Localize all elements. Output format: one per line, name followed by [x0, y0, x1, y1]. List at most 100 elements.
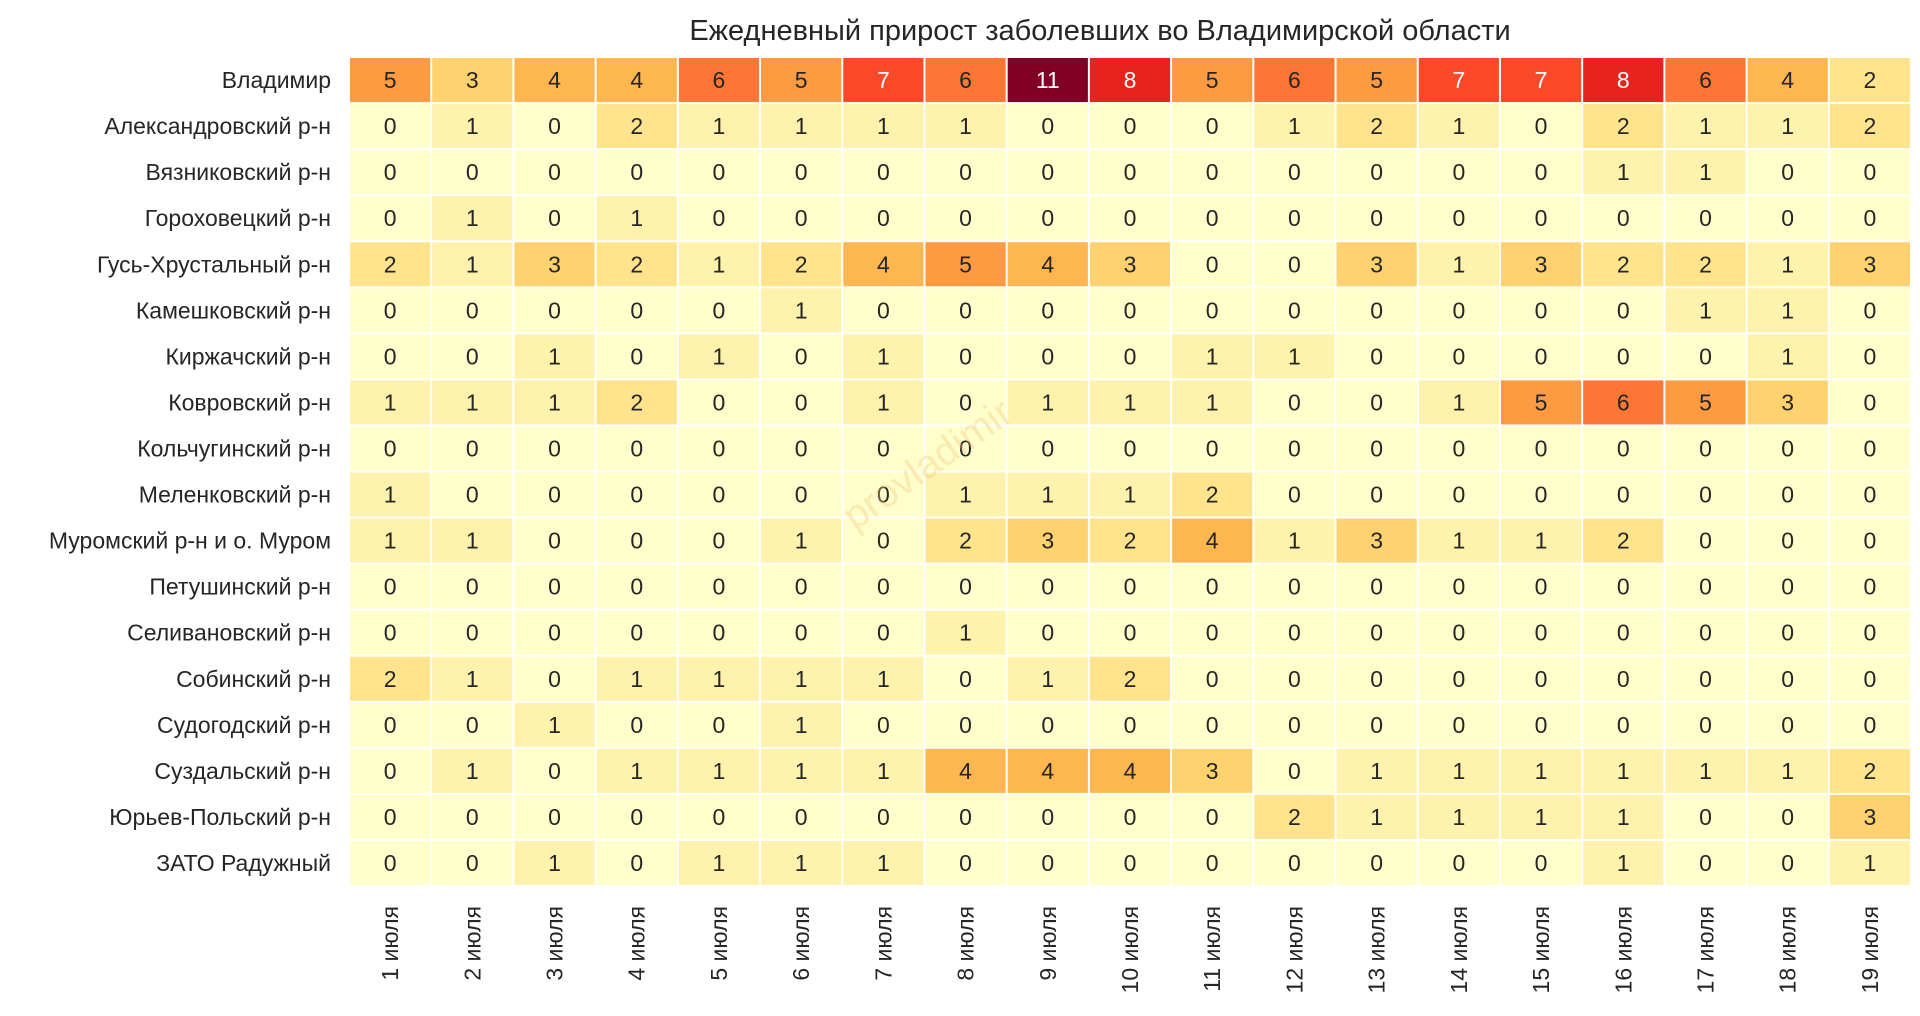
- cell-value-label: 1: [959, 620, 972, 646]
- heatmap-cell: [925, 794, 1006, 839]
- cell-value-label: 0: [1206, 251, 1219, 277]
- cell-value-label: 0: [1781, 620, 1794, 646]
- cell-value-label: 0: [1863, 159, 1876, 185]
- column-label: 1 июля: [377, 906, 403, 981]
- cell-value-label: 0: [1863, 297, 1876, 323]
- cell-value-label: 0: [630, 435, 643, 461]
- row-label: Александровский р-н: [104, 113, 331, 139]
- row-label: Гороховецкий р-н: [145, 205, 331, 231]
- cell-value-label: 0: [466, 712, 479, 738]
- cell-value-label: 2: [630, 251, 643, 277]
- row-label: Кольчугинский р-н: [137, 435, 331, 461]
- heatmap-cell: [1172, 518, 1253, 563]
- cell-value-label: 1: [1781, 297, 1794, 323]
- heatmap-cell: [1665, 150, 1746, 195]
- cell-value-label: 0: [1124, 620, 1137, 646]
- cell-value-label: 1: [877, 389, 890, 415]
- heatmap-cell: [1336, 840, 1417, 885]
- cell-value-label: 0: [466, 159, 479, 185]
- cell-value-label: 0: [1863, 620, 1876, 646]
- heatmap-cell: [596, 794, 677, 839]
- cell-value-label: 3: [1781, 389, 1794, 415]
- cell-value-label: 0: [548, 205, 561, 231]
- cell-value-label: 0: [1535, 574, 1548, 600]
- cell-value-label: 5: [1206, 67, 1219, 93]
- cell-value-label: 4: [959, 758, 972, 784]
- cell-value-label: 0: [1288, 620, 1301, 646]
- cell-value-label: 0: [713, 804, 726, 830]
- heatmap-cell: [843, 426, 924, 471]
- row-label: Меленковский р-н: [139, 482, 331, 508]
- cell-value-label: 0: [1041, 159, 1054, 185]
- heatmap-cell: [1089, 472, 1171, 517]
- cell-value-label: 3: [1370, 251, 1383, 277]
- cell-value-label: 2: [1206, 482, 1219, 508]
- column-labels: 1 июля 2 июля 3 июля 4 июля 5 июля 6 июля 7 ию…: [377, 906, 1883, 993]
- heatmap-cell: [1829, 380, 1910, 425]
- row-label: Ковровский р-н: [168, 389, 331, 415]
- heatmap-cell: [1829, 518, 1910, 563]
- heatmap-cell: [1665, 242, 1746, 287]
- cell-value-label: 0: [1288, 389, 1301, 415]
- heatmap-cell: [761, 748, 842, 793]
- heatmap-cell: [1336, 656, 1417, 701]
- cell-value-label: 0: [1699, 574, 1712, 600]
- cell-value-label: 2: [1370, 113, 1383, 139]
- cell-value-label: 0: [959, 712, 972, 738]
- column-label: 15 июля: [1528, 906, 1554, 993]
- heatmap-cell: [1747, 748, 1828, 793]
- cell-value-label: 0: [1041, 804, 1054, 830]
- cell-value-label: 0: [1288, 435, 1301, 461]
- row-label: ЗАТО Радужный: [156, 850, 331, 876]
- heatmap-cell: [1500, 472, 1582, 517]
- cell-value-label: 0: [1617, 297, 1630, 323]
- heatmap-cell: [1747, 610, 1828, 655]
- cell-value-label: 0: [384, 343, 397, 369]
- column-label: 2 июля: [459, 906, 485, 981]
- cell-value-label: 0: [1124, 113, 1137, 139]
- heatmap-cell: [432, 150, 513, 195]
- heatmap-cell: [1583, 288, 1664, 333]
- cell-value-label: 2: [795, 251, 808, 277]
- heatmap-cell: [843, 334, 924, 379]
- heatmap-cell: [761, 58, 842, 103]
- heatmap-cell: [1500, 518, 1582, 563]
- column-label: 7 июля: [870, 906, 896, 981]
- cell-value-label: 5: [1370, 67, 1383, 93]
- cell-value-label: 0: [1288, 251, 1301, 277]
- cell-value-label: 0: [1206, 712, 1219, 738]
- cell-value-label: 0: [1863, 205, 1876, 231]
- cell-value-label: 0: [1370, 850, 1383, 876]
- heatmap-cell: [514, 518, 595, 563]
- cell-value-label: 0: [1124, 343, 1137, 369]
- heatmap-cell: [1583, 426, 1664, 471]
- cell-value-label: 3: [1041, 528, 1054, 554]
- cell-value-label: 0: [1699, 205, 1712, 231]
- heatmap-cell: [1254, 104, 1335, 149]
- heatmap-cell: [1583, 104, 1664, 149]
- row-label: Владимир: [222, 67, 331, 93]
- heatmap-cell: [514, 794, 595, 839]
- cell-value-label: 3: [1206, 758, 1219, 784]
- heatmap-cell: [1172, 242, 1253, 287]
- heatmap-cell: [596, 150, 677, 195]
- cell-value-label: 0: [1206, 205, 1219, 231]
- heatmap-cell: [1089, 288, 1171, 333]
- heatmap-cell: [678, 702, 760, 747]
- heatmap-cell: [1336, 426, 1417, 471]
- cell-value-label: 0: [1535, 435, 1548, 461]
- heatmap-cell: [678, 334, 760, 379]
- cell-value-label: 1: [1781, 343, 1794, 369]
- cell-value-label: 0: [1041, 435, 1054, 461]
- cell-value-label: 0: [548, 804, 561, 830]
- heatmap-cell: [843, 518, 924, 563]
- heatmap-cell: [596, 610, 677, 655]
- heatmap-cell: [1418, 196, 1499, 241]
- heatmap-cell: [925, 656, 1006, 701]
- cell-value-label: 2: [384, 666, 397, 692]
- heatmap-cell: [1089, 794, 1171, 839]
- cell-value-label: 7: [1535, 67, 1548, 93]
- row-label: Суздальский р-н: [154, 758, 331, 784]
- cell-value-label: 6: [959, 67, 972, 93]
- heatmap-cell: [1336, 748, 1417, 793]
